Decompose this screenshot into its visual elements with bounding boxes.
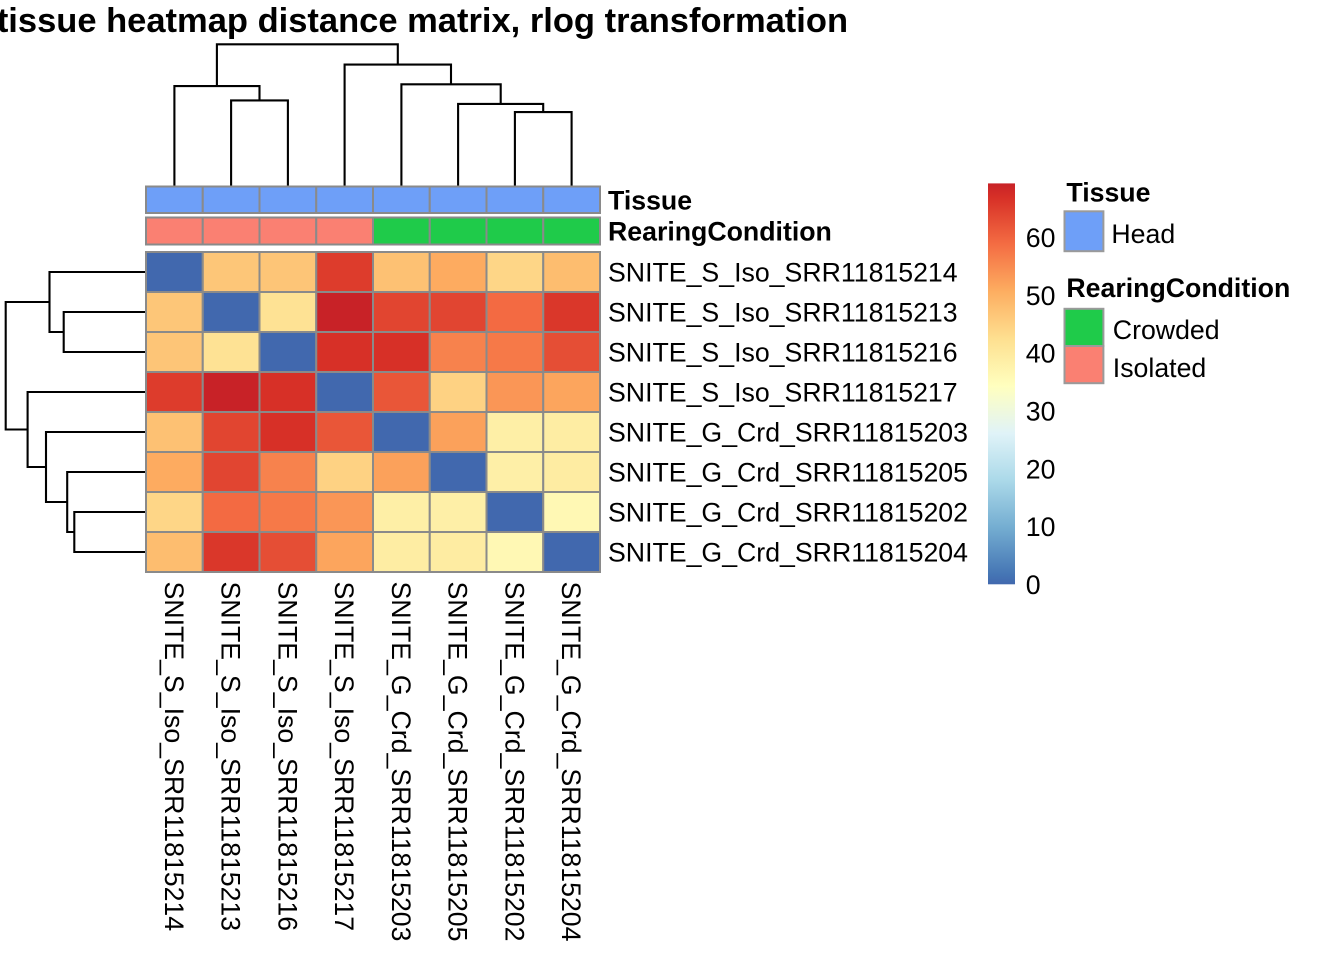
svg-text:Tissue: Tissue — [1066, 178, 1150, 208]
svg-text:SNITE_S_Iso_SRR11815217: SNITE_S_Iso_SRR11815217 — [608, 378, 958, 408]
svg-text:50: 50 — [1026, 281, 1056, 311]
svg-text:Crowded: Crowded — [1113, 315, 1220, 345]
svg-text:SNITE_G_Crd_SRR11815203: SNITE_G_Crd_SRR11815203 — [386, 582, 416, 942]
svg-text:10: 10 — [1026, 512, 1056, 542]
svg-text:SNITE_G_Crd_SRR11815202: SNITE_G_Crd_SRR11815202 — [608, 498, 968, 528]
svg-text:40: 40 — [1026, 339, 1056, 369]
svg-text:RearingCondition: RearingCondition — [608, 217, 832, 247]
svg-text:SNITE_S_Iso_SRR11815216: SNITE_S_Iso_SRR11815216 — [608, 338, 958, 368]
svg-text:SNITE_S_Iso_SRR11815213: SNITE_S_Iso_SRR11815213 — [216, 582, 246, 932]
svg-text:60: 60 — [1026, 223, 1056, 253]
svg-text:SNITE_S_Iso_SRR11815214: SNITE_S_Iso_SRR11815214 — [159, 582, 189, 932]
svg-text:SNITE_G_Crd_SRR11815203: SNITE_G_Crd_SRR11815203 — [608, 418, 968, 448]
svg-text:SNITE_S_Iso_SRR11815216: SNITE_S_Iso_SRR11815216 — [272, 582, 302, 932]
svg-text:SNITE_S_Iso_SRR11815213: SNITE_S_Iso_SRR11815213 — [608, 298, 958, 328]
svg-text:30: 30 — [1026, 397, 1056, 427]
svg-text:SNITE_S_Iso_SRR11815214: SNITE_S_Iso_SRR11815214 — [608, 258, 958, 288]
svg-text:tissue heatmap distance matrix: tissue heatmap distance matrix, rlog tra… — [0, 2, 848, 40]
svg-text:SNITE_S_Iso_SRR11815217: SNITE_S_Iso_SRR11815217 — [329, 582, 359, 932]
svg-text:RearingCondition: RearingCondition — [1066, 273, 1290, 303]
svg-text:SNITE_G_Crd_SRR11815205: SNITE_G_Crd_SRR11815205 — [608, 458, 968, 488]
svg-text:20: 20 — [1026, 454, 1056, 484]
svg-text:Tissue: Tissue — [608, 185, 692, 215]
svg-text:SNITE_G_Crd_SRR11815204: SNITE_G_Crd_SRR11815204 — [556, 582, 586, 942]
svg-text:SNITE_G_Crd_SRR11815202: SNITE_G_Crd_SRR11815202 — [499, 582, 529, 942]
svg-text:0: 0 — [1026, 570, 1041, 600]
svg-text:SNITE_G_Crd_SRR11815204: SNITE_G_Crd_SRR11815204 — [608, 538, 968, 568]
svg-text:Head: Head — [1111, 219, 1175, 249]
svg-text:SNITE_G_Crd_SRR11815205: SNITE_G_Crd_SRR11815205 — [443, 582, 473, 942]
svg-text:Isolated: Isolated — [1113, 353, 1206, 383]
